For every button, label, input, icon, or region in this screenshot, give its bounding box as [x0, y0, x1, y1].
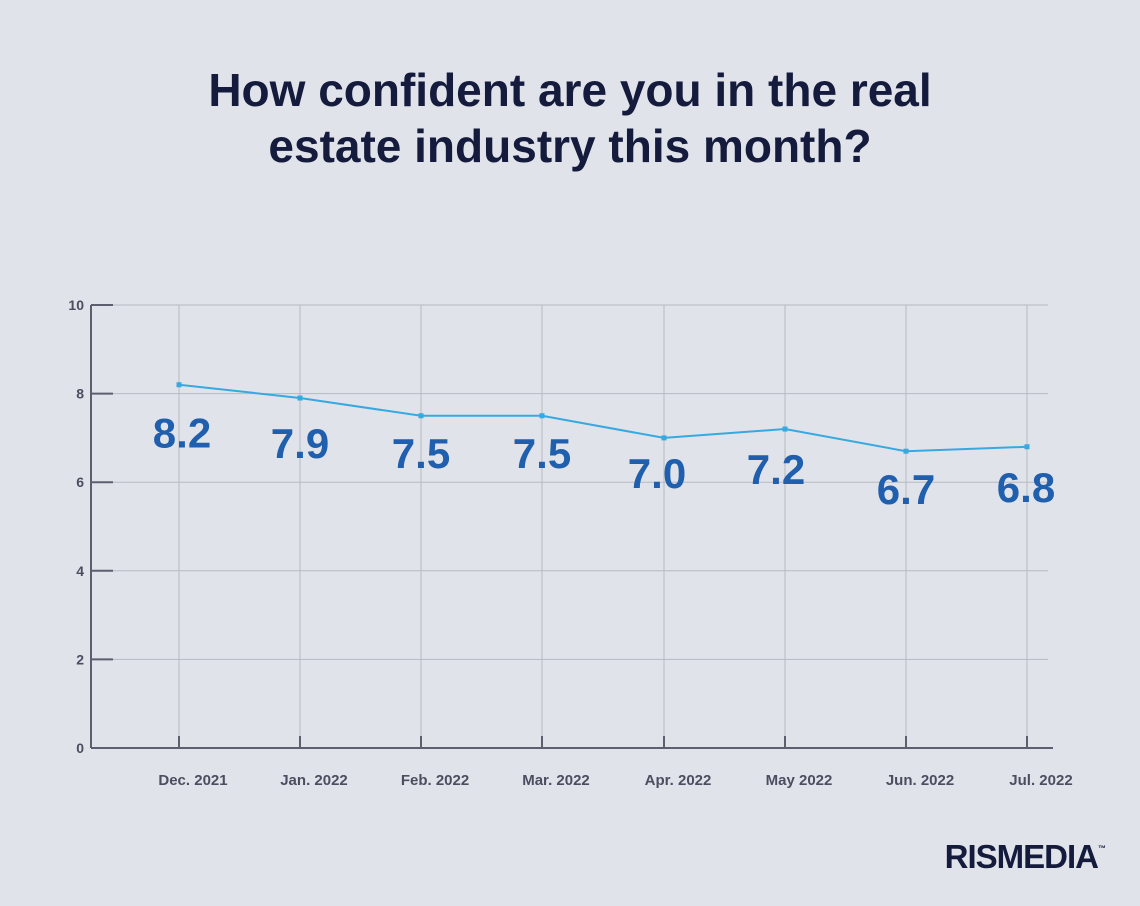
x-tick-label: Jun. 2022 — [886, 772, 954, 789]
y-tick-label: 4 — [76, 563, 84, 579]
y-tick-label: 6 — [76, 474, 84, 490]
data-label: 7.9 — [271, 420, 329, 467]
x-tick-label: Dec. 2021 — [158, 772, 227, 789]
data-point — [782, 426, 788, 432]
data-point — [903, 448, 909, 454]
data-point — [539, 413, 545, 419]
x-tick-label: May 2022 — [766, 772, 833, 789]
chart-title: How confident are you in the real estate… — [0, 62, 1140, 174]
brand-trademark: ™ — [1098, 844, 1106, 853]
data-point — [418, 413, 424, 419]
y-tick-label: 8 — [76, 386, 84, 402]
data-label: 7.0 — [628, 450, 686, 497]
x-tick-label: Jan. 2022 — [280, 772, 348, 789]
data-label: 6.7 — [877, 466, 935, 513]
data-label: 6.8 — [997, 464, 1055, 511]
y-tick-label: 0 — [76, 740, 84, 756]
data-point — [297, 395, 303, 401]
data-label: 7.2 — [747, 446, 805, 493]
x-tick-label: Mar. 2022 — [522, 772, 590, 789]
data-label: 8.2 — [153, 410, 211, 457]
data-point — [1024, 444, 1030, 450]
data-point — [176, 382, 182, 388]
y-tick-label: 2 — [76, 651, 84, 667]
rismedia-logo: RISMEDIA™ — [945, 838, 1106, 876]
data-label: 7.5 — [392, 430, 450, 477]
x-tick-label: Feb. 2022 — [401, 772, 469, 789]
title-line-1: How confident are you in the real — [208, 64, 932, 116]
data-point — [661, 435, 667, 441]
brand-name: RISMEDIA — [944, 838, 1099, 875]
x-tick-label: Jul. 2022 — [1009, 772, 1072, 789]
data-label: 7.5 — [513, 430, 571, 477]
x-tick-label: Apr. 2022 — [645, 772, 712, 789]
y-tick-label: 10 — [68, 297, 84, 313]
title-line-2: estate industry this month? — [268, 120, 872, 172]
series-line — [178, 383, 1028, 453]
